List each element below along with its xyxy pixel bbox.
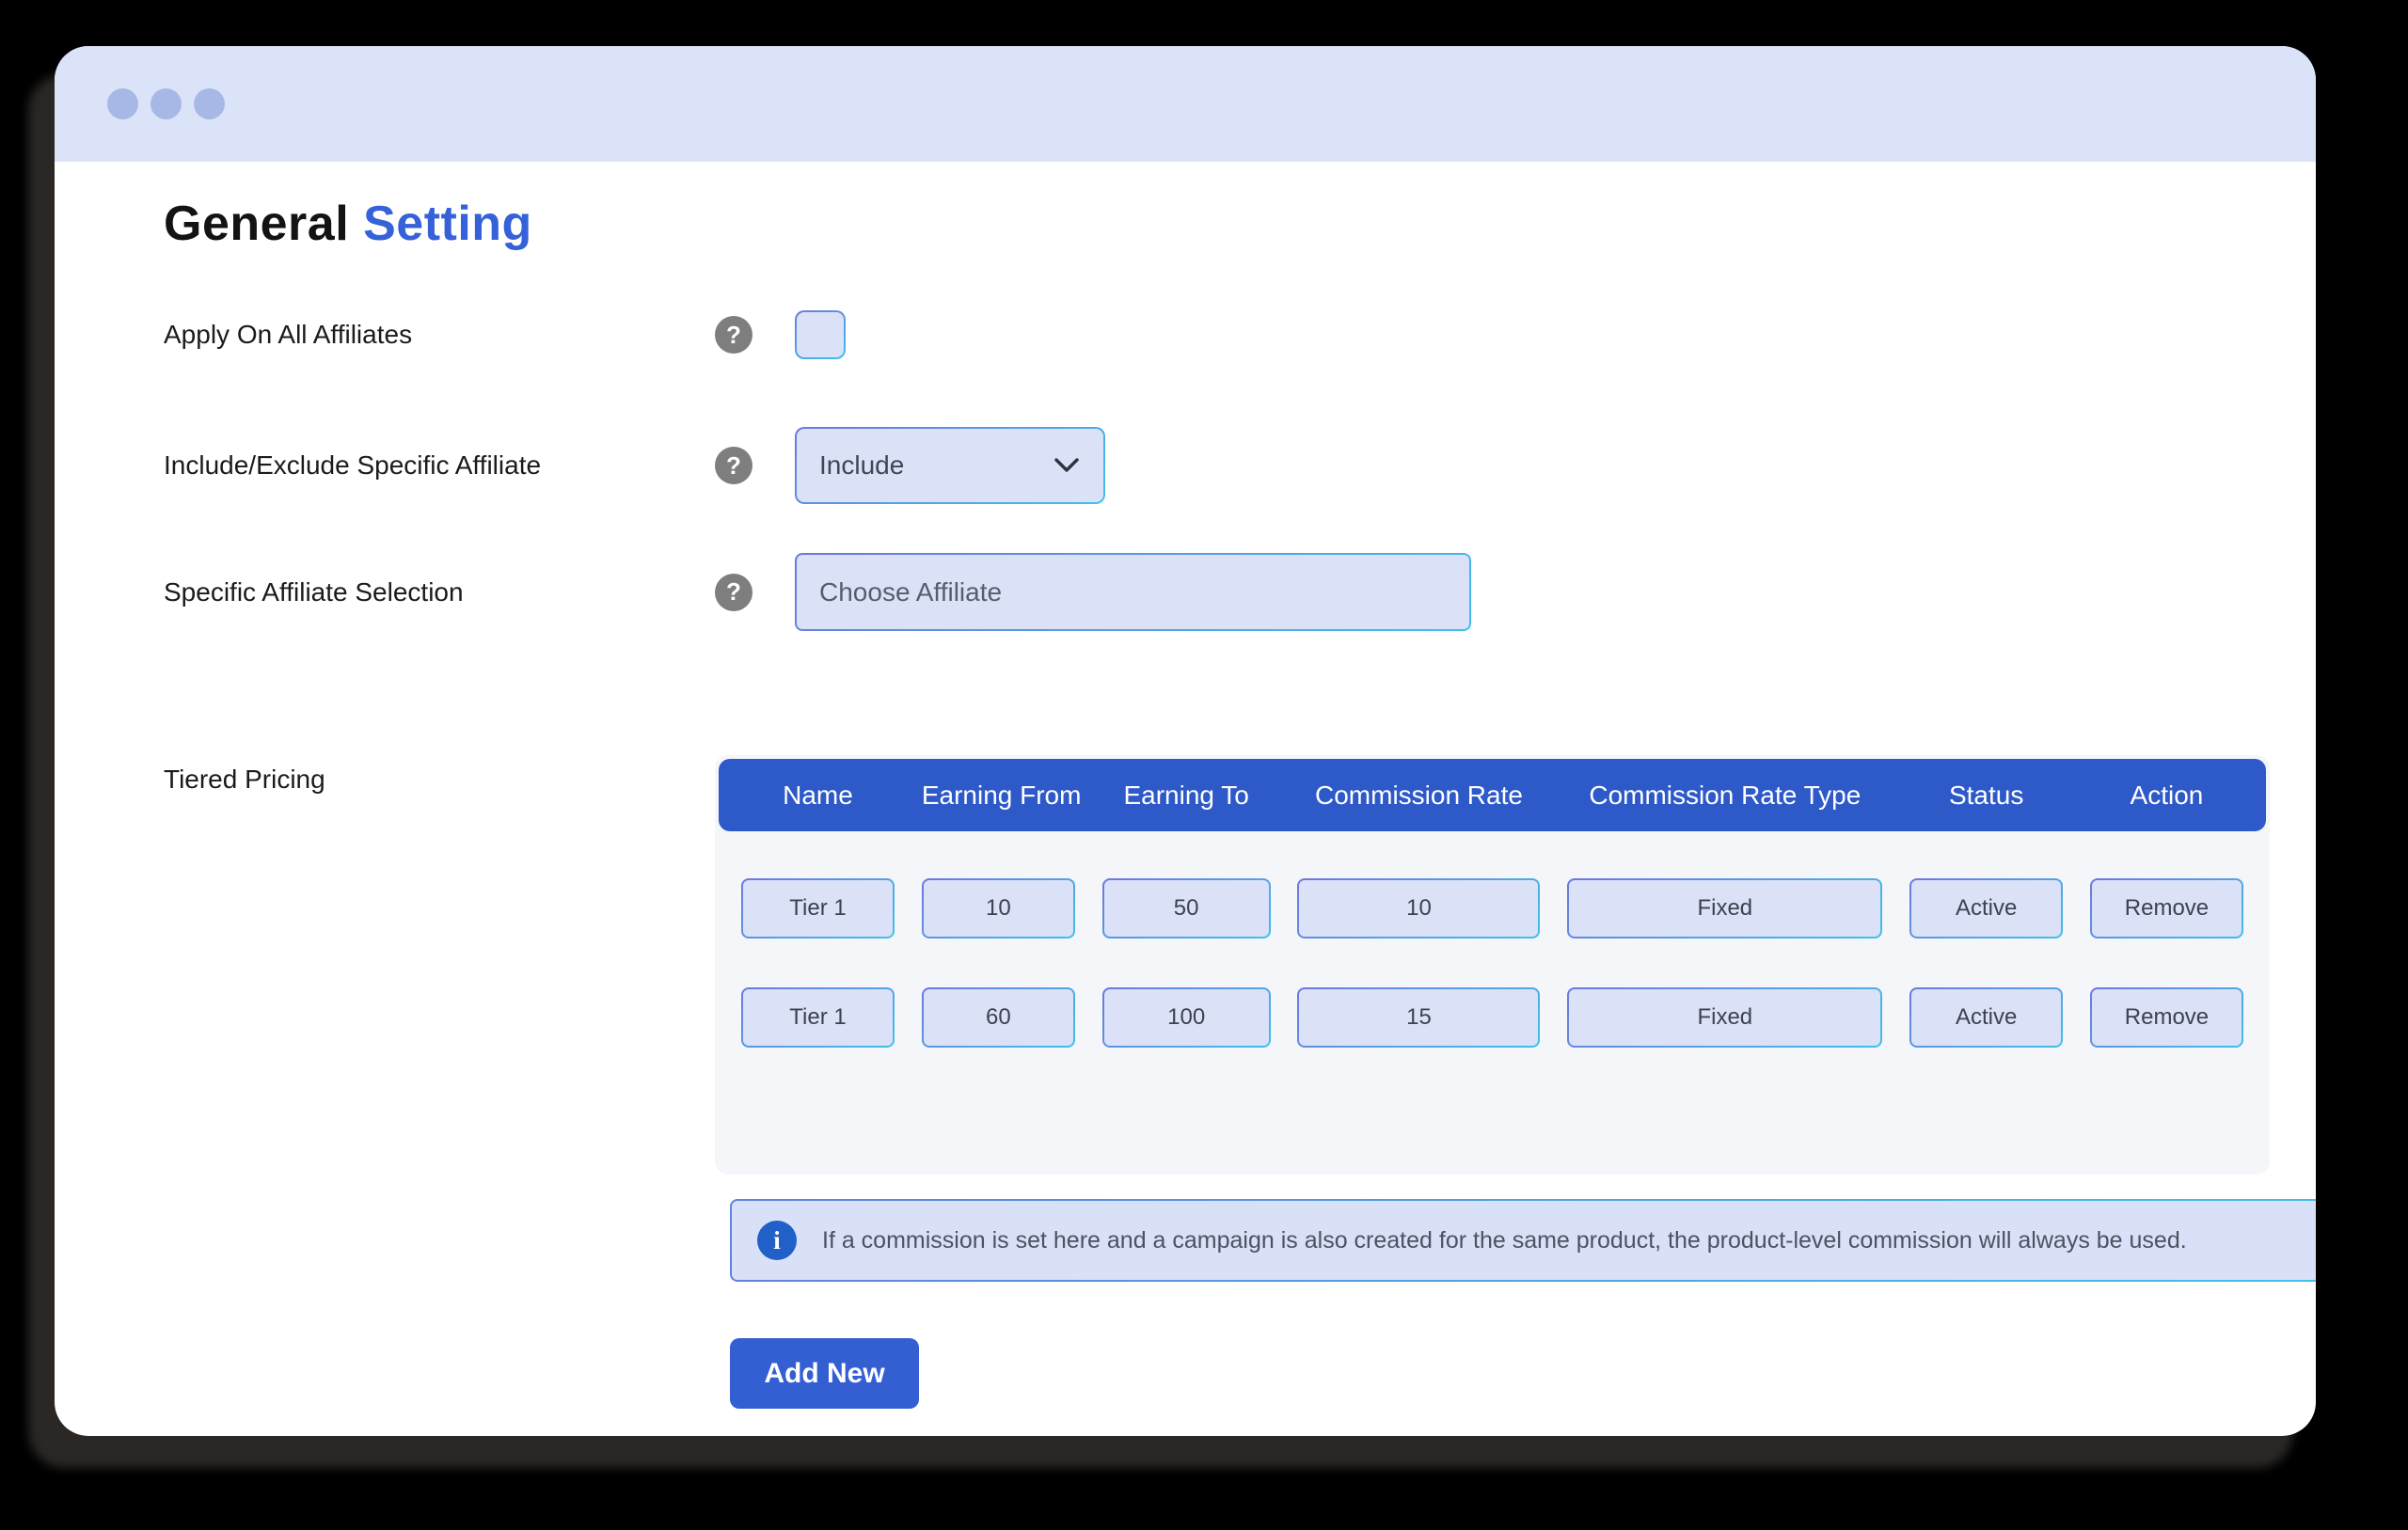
help-icon[interactable]: ? [715, 316, 752, 354]
cell-earning-from-input[interactable]: 60 [922, 987, 1075, 1048]
cell-earning-to-input[interactable]: 50 [1102, 878, 1271, 939]
info-icon: i [757, 1221, 797, 1260]
table-row: Tier 1 10 50 10 Fixed Active Remove [719, 878, 2266, 939]
tiered-pricing-table: Name Earning From Earning To Commission … [715, 755, 2270, 1175]
window-dot-icon [150, 88, 182, 119]
cell-earning-to-input[interactable]: 100 [1102, 987, 1271, 1048]
col-header-earning-from: Earning From [921, 780, 1082, 810]
help-icon[interactable]: ? [715, 447, 752, 484]
question-glyph: ? [726, 320, 741, 349]
app-window: General Setting Apply On All Affiliates … [55, 46, 2316, 1436]
choose-affiliate-input[interactable] [795, 553, 1471, 631]
cell-commission-rate-type-select[interactable]: Fixed [1567, 987, 1882, 1048]
chevron-down-icon [1054, 458, 1079, 472]
form-row-specific-affiliate: Specific Affiliate Selection ? [164, 553, 2270, 631]
status-button[interactable]: Active [1909, 987, 2063, 1048]
apply-all-checkbox[interactable] [795, 310, 846, 359]
remove-button[interactable]: Remove [2090, 878, 2243, 939]
page-title-primary: General [164, 197, 350, 251]
cell-commission-rate-input[interactable]: 10 [1297, 878, 1540, 939]
status-button[interactable]: Active [1909, 878, 2063, 939]
add-new-button[interactable]: Add New [730, 1338, 919, 1409]
settings-page: General Setting Apply On All Affiliates … [55, 162, 2316, 1409]
info-banner-text: If a commission is set here and a campai… [822, 1226, 2187, 1254]
cell-commission-rate-type-select[interactable]: Fixed [1567, 878, 1882, 939]
question-glyph: ? [726, 577, 741, 606]
window-dot-icon [194, 88, 225, 119]
include-exclude-label: Include/Exclude Specific Affiliate [164, 450, 542, 480]
cell-name-input[interactable]: Tier 1 [741, 987, 895, 1048]
include-exclude-select[interactable]: Include [795, 427, 1105, 504]
specific-affiliate-label: Specific Affiliate Selection [164, 576, 464, 607]
cell-commission-rate-input[interactable]: 15 [1297, 987, 1540, 1048]
col-header-action: Action [2130, 780, 2204, 810]
cell-name-input[interactable]: Tier 1 [741, 878, 895, 939]
window-control-dots-icon [107, 88, 225, 119]
col-header-name: Name [783, 780, 853, 810]
cell-earning-from-input[interactable]: 10 [922, 878, 1075, 939]
select-value: Include [819, 450, 905, 480]
help-icon[interactable]: ? [715, 573, 752, 611]
question-glyph: ? [726, 450, 741, 480]
table-row: Tier 1 60 100 15 Fixed Active Remove [719, 987, 2266, 1048]
table-body: Tier 1 10 50 10 Fixed Active Remove Tier… [719, 831, 2266, 1175]
tiered-pricing-panel: Name Earning From Earning To Commission … [715, 755, 2270, 1175]
form-row-apply-all: Apply On All Affiliates ? [164, 310, 2270, 359]
remove-button[interactable]: Remove [2090, 987, 2243, 1048]
page-title-accent: Setting [363, 197, 532, 251]
tiered-pricing-label: Tiered Pricing [164, 765, 325, 794]
window-titlebar [55, 46, 2316, 162]
col-header-commission-rate-type: Commission Rate Type [1589, 780, 1861, 810]
form-row-include-exclude: Include/Exclude Specific Affiliate ? Inc… [164, 427, 2270, 504]
apply-all-label: Apply On All Affiliates [164, 320, 413, 349]
tiered-pricing-section: Tiered Pricing Name Earning From Earning… [164, 755, 2270, 1175]
info-glyph: i [773, 1225, 781, 1254]
col-header-status: Status [1948, 780, 2024, 810]
col-header-commission-rate: Commission Rate [1315, 780, 1523, 810]
window-dot-icon [107, 88, 138, 119]
info-banner: i If a commission is set here and a camp… [730, 1199, 2316, 1282]
table-header-row: Name Earning From Earning To Commission … [719, 759, 2266, 831]
page-title: General Setting [164, 196, 2270, 252]
col-header-earning-to: Earning To [1123, 780, 1249, 810]
